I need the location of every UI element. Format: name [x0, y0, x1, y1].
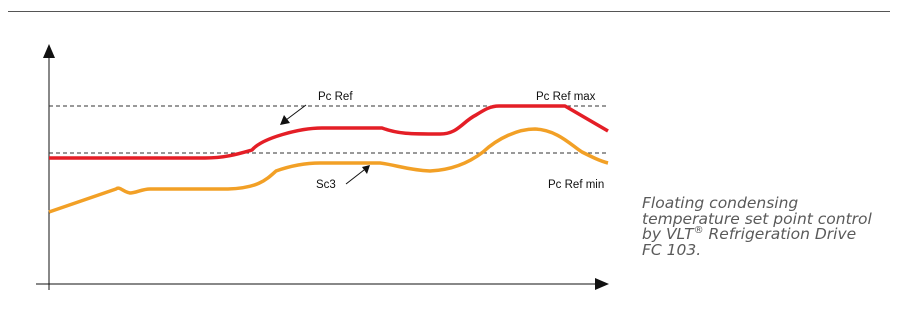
y-axis-arrow [43, 44, 55, 58]
caption-line-1: Floating condensing [642, 194, 799, 212]
caption-line-4: FC 103. [642, 240, 702, 259]
sc3-pointer-head [362, 165, 370, 174]
pc-ref-curve [49, 104, 609, 160]
registered-mark: ® [693, 224, 704, 236]
top-rule [8, 11, 890, 12]
pc-ref-label: Pc Ref [318, 91, 353, 103]
sc3-curve [48, 127, 609, 214]
sc3-label: Sc3 [316, 179, 336, 191]
pc-ref-min-label: Pc Ref min [548, 179, 604, 191]
pc-ref-pointer-head [280, 115, 290, 125]
x-axis-arrow [595, 278, 609, 290]
caption-line-2: temperature set point control [642, 209, 872, 228]
caption-line-3: by VLT® Refrigeration Drive [642, 224, 892, 243]
pc-ref-max-label: Pc Ref max [536, 91, 596, 103]
pc-ref-pointer [285, 104, 307, 121]
sc3-pointer [345, 169, 365, 185]
caption-line-3-prefix: by VLT [642, 225, 694, 243]
figure-caption: Floating condensing temperature set poin… [642, 194, 892, 259]
caption-line-3-suffix: Refrigeration Drive [703, 225, 857, 243]
